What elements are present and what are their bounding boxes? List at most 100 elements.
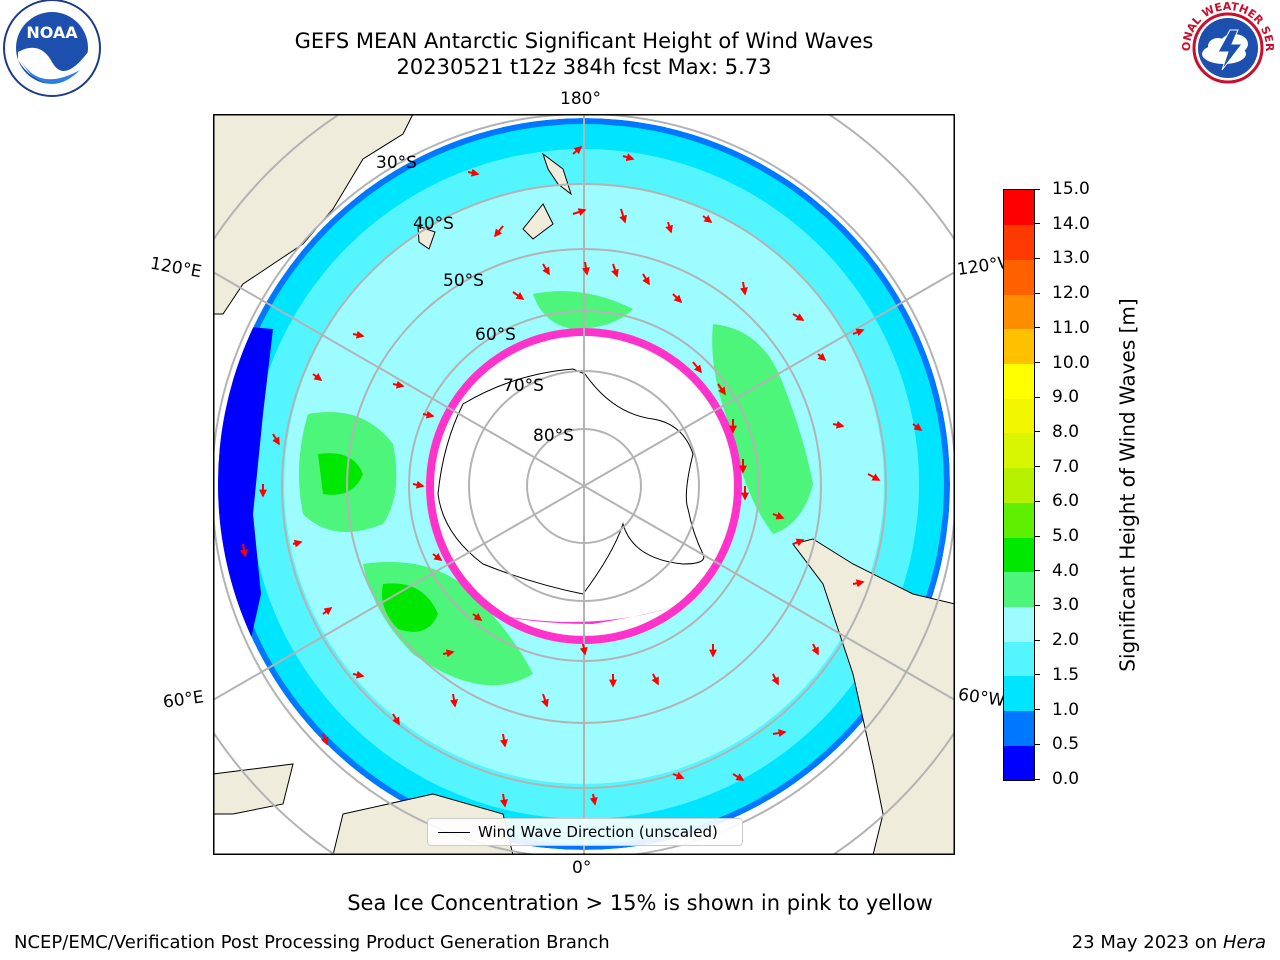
- colorbar-tick-label: 12.0: [1052, 283, 1090, 304]
- lat-label-40s: 40°S: [413, 214, 454, 234]
- colorbar-tick-label: 10.0: [1052, 352, 1090, 373]
- colorbar-segment: [1004, 467, 1034, 503]
- wave-patch-bright-green-2: [318, 453, 363, 495]
- colorbar-tick-mark: [1034, 327, 1040, 329]
- colorbar-tick-label: 14.0: [1052, 213, 1090, 234]
- credit-date: 23 May 2023 on Hera: [1072, 932, 1266, 953]
- wave-arrow: [450, 693, 458, 708]
- wave-arrow: [472, 612, 483, 621]
- map-frame: [213, 114, 955, 855]
- wave-arrow: [867, 473, 881, 481]
- colorbar-segment: [1004, 571, 1034, 607]
- wave-arrow: [392, 713, 400, 726]
- colorbar-tick-label: 8.0: [1052, 421, 1080, 442]
- wave-arrow: [542, 263, 550, 276]
- wave-arrow: [422, 410, 435, 419]
- legend-label: Wind Wave Direction (unscaled): [478, 823, 718, 841]
- colorbar-tick-mark: [1034, 570, 1040, 572]
- wave-arrow: [717, 383, 726, 396]
- wave-arrow: [412, 480, 425, 489]
- wave-arrow: [292, 539, 303, 548]
- lon-label-0: 0°: [572, 858, 592, 878]
- colorbar-tick-label: 4.0: [1052, 560, 1080, 581]
- colorbar-segment: [1004, 537, 1034, 573]
- colorbar-segment: [1004, 710, 1034, 746]
- colorbar-tick-label: 3.0: [1052, 595, 1080, 616]
- polar-map: 30°S 40°S 50°S 60°S 70°S 80°S: [213, 114, 955, 855]
- colorbar-segment: [1004, 641, 1034, 677]
- wave-arrow: [792, 538, 805, 547]
- colorbar-tick-mark: [1034, 535, 1040, 537]
- wave-arrow: [771, 673, 779, 686]
- lat-label-50s: 50°S: [443, 271, 484, 291]
- wave-arrow: [541, 693, 549, 708]
- colorbar-segment: [1004, 398, 1034, 434]
- wave-arrow: [832, 420, 845, 429]
- colorbar-tick-mark: [1034, 778, 1040, 780]
- wave-arrow: [432, 552, 443, 561]
- wind-wave-arrows: [240, 145, 923, 808]
- wave-arrow: [732, 773, 745, 781]
- lon-label-60w: 60°W: [956, 684, 1007, 712]
- wave-arrow: [817, 352, 827, 362]
- wave-arrow: [642, 273, 650, 286]
- noaa-logo: NOAA: [3, 0, 101, 97]
- map-legend: Wind Wave Direction (unscaled): [427, 818, 743, 846]
- colorbar-tick-label: 0.0: [1052, 769, 1080, 789]
- colorbar-tick-label: 7.0: [1052, 456, 1080, 477]
- graticule: [213, 114, 955, 855]
- colorbar-tick-mark: [1034, 431, 1040, 433]
- colorbar-tick-label: 5.0: [1052, 526, 1080, 547]
- wave-arrow: [622, 153, 635, 161]
- colorbar-tick-mark: [1034, 639, 1040, 641]
- colorbar-segment: [1004, 294, 1034, 330]
- wave-arrow: [500, 733, 508, 748]
- colorbar-tick-mark: [1034, 604, 1040, 606]
- colorbar-tick-mark: [1034, 223, 1040, 225]
- colorbar-label: Significant Height of Wind Waves [m]: [1115, 298, 1140, 672]
- meridian-60e-120w: [213, 271, 955, 701]
- wave-arrow: [912, 422, 923, 431]
- noaa-wordmark: NOAA: [26, 23, 78, 42]
- wave-arrow: [352, 670, 365, 679]
- chart-subtitle: 20230521 t12z 384h fcst Max: 5.73: [396, 55, 772, 79]
- wave-arrow: [772, 729, 787, 737]
- new-zealand-land: [522, 152, 572, 240]
- wave-arrow: [240, 543, 248, 558]
- nws-logo: NATIONAL WEATHER SERVICE: [1178, 0, 1276, 94]
- colorbar-tick-label: 15.0: [1052, 179, 1090, 199]
- wave-arrow: [672, 293, 683, 304]
- colorbar-segment: [1004, 363, 1034, 399]
- lat-label-80s: 80°S: [533, 426, 574, 446]
- wave-arrow: [852, 328, 865, 337]
- chart-title: GEFS MEAN Antarctic Significant Height o…: [294, 29, 874, 53]
- colorbar-tick-label: 6.0: [1052, 491, 1080, 512]
- wave-arrow: [611, 263, 619, 278]
- wave-arrow: [352, 330, 365, 339]
- credit-date-text: 23 May 2023 on: [1071, 932, 1223, 953]
- wave-arrow: [582, 261, 590, 276]
- lon-label-180: 180°: [560, 89, 601, 109]
- colorbar-tick-label: 9.0: [1052, 387, 1080, 408]
- wave-arrow: [512, 291, 525, 300]
- colorbar-tick-mark: [1034, 743, 1040, 745]
- wave-arrow: [665, 221, 673, 234]
- wave-arrow: [672, 771, 685, 780]
- colorbar-tick-label: 1.0: [1052, 699, 1080, 720]
- wave-arrow: [500, 793, 508, 808]
- wave-arrow: [772, 511, 785, 520]
- lat-label-70s: 70°S: [503, 376, 544, 396]
- colorbar-tick-label: 13.0: [1052, 248, 1090, 269]
- wave-arrow: [651, 673, 659, 686]
- colorbar-segment: [1004, 432, 1034, 469]
- colorbar-tick-mark: [1034, 674, 1040, 676]
- wave-arrow: [702, 214, 713, 223]
- wave-arrow: [572, 208, 587, 216]
- credit-host: Hera: [1222, 932, 1266, 953]
- colorbar-tick-mark: [1034, 292, 1040, 294]
- colorbar-segment: [1004, 675, 1034, 712]
- colorbar-segment: [1004, 259, 1034, 295]
- wave-arrow: [272, 433, 280, 446]
- colorbar-tick-label: 2.0: [1052, 630, 1080, 651]
- credit-branch: NCEP/EMC/Verification Post Processing Pr…: [14, 932, 610, 953]
